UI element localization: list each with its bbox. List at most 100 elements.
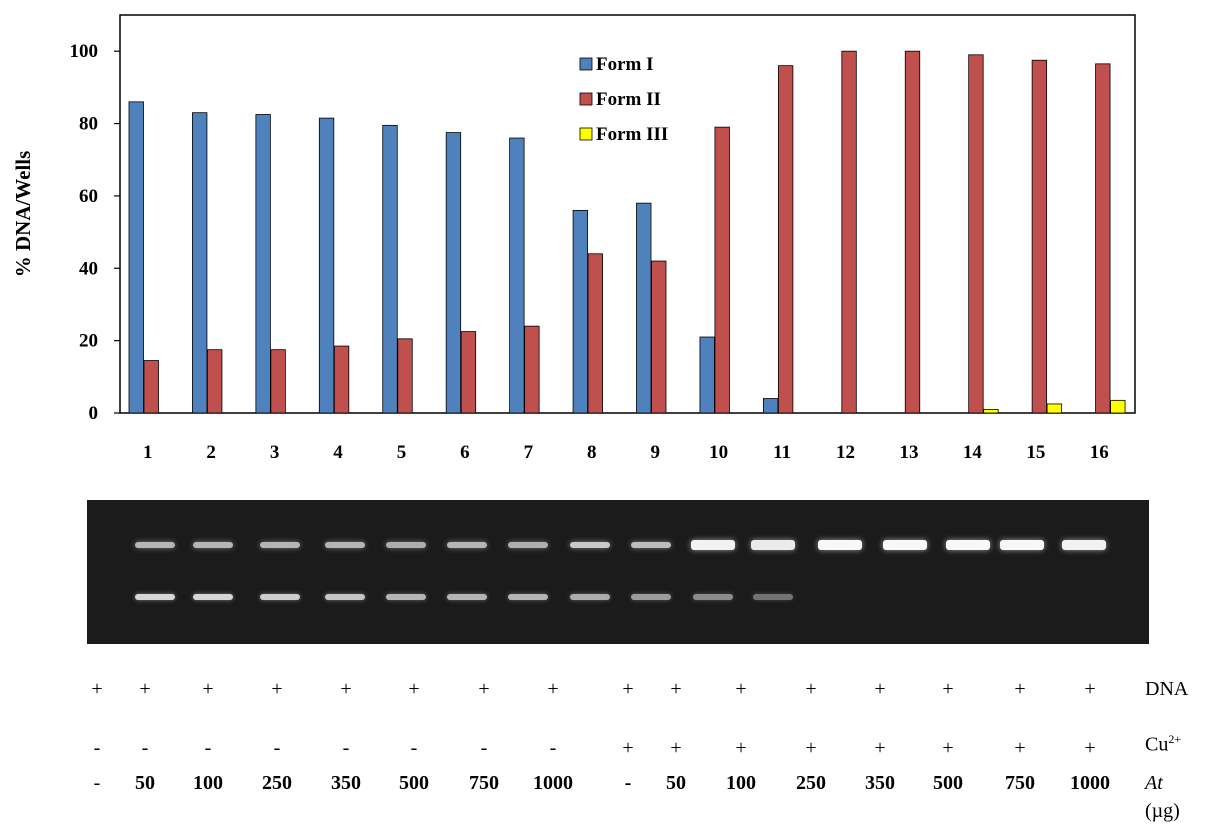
dna-cell: +: [340, 678, 352, 700]
dna-cell: +: [271, 678, 283, 700]
legend: Form I Form II Form III: [579, 54, 668, 145]
gel-electrophoresis-image: [87, 500, 1149, 644]
gel-band-upper: [386, 542, 426, 548]
bar-form-ii: [841, 50, 857, 414]
gel-band-lower: [631, 594, 671, 600]
x-tick-label: 4: [333, 442, 343, 463]
cu-cell: -: [410, 737, 418, 759]
gel-band-lower: [386, 594, 426, 600]
cu-row-label: Cu2+: [1145, 732, 1181, 757]
bar-form-i: [699, 336, 715, 414]
gel-band-upper: [135, 542, 175, 548]
x-axis-ticks: 1 2 3 4 5 6 7 8 9 10 11 12 13 14 15 16: [143, 442, 1109, 463]
bar-form-ii: [1031, 59, 1048, 414]
gel-band-upper: [883, 540, 927, 550]
gel-band-lower: [693, 594, 733, 600]
gel-band-lower: [508, 594, 548, 600]
at-cell: 500: [933, 772, 963, 794]
bar-form-i: [445, 132, 462, 414]
bar-form-i: [636, 202, 652, 414]
at-cell: 500: [399, 772, 429, 794]
at-cell: 100: [726, 772, 756, 794]
bar-form-i: [128, 101, 144, 414]
bar-form-ii: [333, 345, 350, 414]
dna-cell: +: [408, 678, 420, 700]
plot-frame: [119, 14, 1136, 414]
bar-form-ii: [397, 338, 413, 414]
dna-row-label: DNA: [1145, 678, 1189, 700]
bar-form-i: [318, 117, 335, 414]
at-cell: 50: [666, 772, 686, 794]
legend-swatch: [579, 92, 593, 106]
gel-band-lower: [260, 594, 300, 600]
legend-swatch: [579, 57, 593, 71]
cu-cell: -: [480, 737, 488, 759]
dna-cell: +: [1014, 678, 1026, 700]
bar-form-iii: [1110, 399, 1126, 414]
dna-cell: +: [202, 678, 214, 700]
y-axis-label: % DNA/Wells: [11, 151, 35, 278]
x-tick-label: 3: [270, 442, 280, 463]
bar-form-ii: [777, 65, 794, 414]
dna-cell: +: [91, 678, 103, 700]
at-cell: 1000: [533, 772, 573, 794]
legend-entry: Form III: [596, 124, 668, 145]
bar-form-iii: [983, 408, 999, 414]
dna-cell: +: [735, 678, 747, 700]
legend-swatch: [579, 127, 593, 141]
y-tick-label: 20: [79, 331, 98, 352]
dna-cell: +: [1084, 678, 1096, 700]
cu-cell: +: [622, 737, 634, 759]
dna-cell: +: [478, 678, 490, 700]
x-tick-label: 15: [1026, 442, 1045, 463]
y-tick-label: 0: [89, 403, 99, 424]
x-tick-label: 14: [963, 442, 983, 463]
bar-form-ii: [460, 331, 477, 414]
bar-form-ii: [904, 50, 921, 414]
dna-cell: +: [670, 678, 682, 700]
legend-entry: Form I: [596, 54, 654, 75]
bar-form-i: [192, 112, 208, 414]
bar-form-ii: [714, 126, 730, 414]
bars: [128, 50, 1126, 414]
gel-band-lower: [193, 594, 233, 600]
cu-cell: +: [1084, 737, 1096, 759]
gel-band-upper: [751, 540, 795, 550]
cu-cell: -: [273, 737, 281, 759]
gel-band-upper: [1000, 540, 1044, 550]
at-unit-label: (µg): [1145, 800, 1180, 822]
bar-form-i: [572, 209, 588, 414]
dna-cell: +: [942, 678, 954, 700]
x-tick-label: 12: [836, 442, 855, 463]
at-cell: 750: [469, 772, 499, 794]
bar-form-i: [255, 114, 271, 414]
at-cell: 100: [193, 772, 223, 794]
bar-form-i: [509, 137, 525, 414]
gel-band-upper: [193, 542, 233, 548]
gel-band-upper: [325, 542, 365, 548]
at-cell: -: [93, 772, 101, 794]
x-tick-label: 5: [397, 442, 407, 463]
at-cell: 50: [135, 772, 155, 794]
cu-cell: +: [1014, 737, 1026, 759]
x-tick-label: 9: [650, 442, 660, 463]
bar-form-ii: [524, 325, 540, 414]
cu-label-superscript: 2+: [1168, 732, 1182, 746]
at-cell: 250: [262, 772, 292, 794]
x-tick-label: 11: [773, 442, 791, 463]
gel-band-upper: [447, 542, 487, 548]
gel-band-upper: [946, 540, 990, 550]
cu-cell: -: [141, 737, 149, 759]
cu-cell: -: [549, 737, 557, 759]
x-tick-label: 16: [1090, 442, 1109, 463]
legend-entry: Form II: [596, 89, 661, 110]
dna-cell: +: [547, 678, 559, 700]
y-tick-label: 40: [79, 258, 98, 279]
gel-band-upper: [508, 542, 548, 548]
bar-form-i: [382, 124, 398, 414]
gel-band-upper: [818, 540, 862, 550]
x-tick-label: 7: [524, 442, 534, 463]
dna-cell: +: [622, 678, 634, 700]
y-tick-label: 100: [70, 41, 99, 62]
